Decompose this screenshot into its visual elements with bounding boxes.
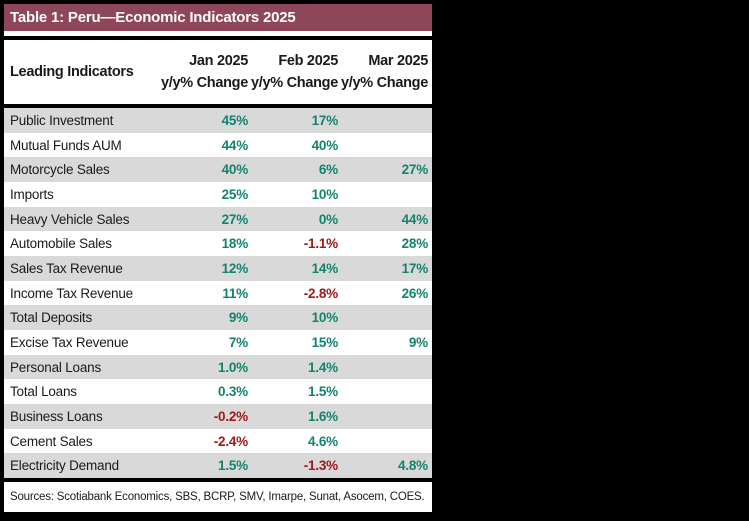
column-header-mar-2025: Mar 2025 y/y% Change (338, 50, 428, 95)
row-value-jan: 12% (221, 260, 249, 276)
column-header-leading-indicators: Leading Indicators (10, 64, 134, 80)
table-row: Excise Tax Revenue 7% 15% 9% (4, 330, 432, 355)
row-value-jan: -0.2% (213, 408, 248, 424)
table-row: Sales Tax Revenue 12% 14% 17% (4, 256, 432, 281)
table-row: Total Loans 0.3% 1.5% (4, 379, 432, 405)
sources-note: Sources: Scotiabank Economics, SBS, BCRP… (4, 482, 432, 512)
row-value-jan: 1.5% (218, 458, 248, 474)
row-value-jan: 25% (221, 186, 249, 202)
row-value-mar: 17% (401, 260, 429, 276)
row-value-feb: 1.4% (308, 359, 338, 375)
table-row: Public Investment 45% 17% (4, 108, 432, 133)
row-value-feb: -1.1% (303, 236, 338, 252)
table-row: Electricity Demand 1.5% -1.3% 4.8% (4, 453, 432, 479)
row-value-jan: 1.0% (218, 359, 248, 375)
column-header-mar-month: Mar 2025 (368, 52, 428, 69)
row-indicator-label: Personal Loans (10, 359, 102, 375)
row-value-feb: 1.6% (308, 408, 338, 424)
table-row: Motorcycle Sales 40% 6% 27% (4, 157, 432, 183)
row-value-feb: -1.3% (303, 458, 338, 474)
table-row: Personal Loans 1.0% 1.4% (4, 354, 432, 380)
row-value-feb: 10% (311, 186, 339, 202)
bottom-rule (4, 478, 432, 482)
row-value-jan: 0.3% (218, 384, 248, 400)
row-indicator-label: Total Deposits (10, 310, 92, 326)
row-indicator-label: Sales Tax Revenue (10, 260, 123, 276)
column-header-jan-units: y/y% Change (161, 75, 248, 91)
column-header-feb-units: y/y% Change (251, 75, 338, 91)
row-value-jan: 27% (221, 211, 249, 227)
row-indicator-label: Imports (10, 186, 54, 202)
row-value-feb: -2.8% (303, 285, 338, 301)
row-value-jan: -2.4% (213, 433, 248, 449)
column-header-feb-2025: Feb 2025 y/y% Change (248, 50, 338, 95)
row-value-jan: 45% (221, 112, 249, 128)
row-value-mar: 27% (401, 162, 429, 178)
row-value-feb: 17% (311, 112, 339, 128)
row-value-jan: 7% (228, 334, 248, 350)
table-title: Table 1: Peru—Economic Indicators 2025 (4, 4, 432, 31)
row-indicator-label: Excise Tax Revenue (10, 334, 129, 350)
table-row: Imports 25% 10% (4, 182, 432, 207)
table-row: Mutual Funds AUM 44% 40% (4, 132, 432, 158)
header-rule (4, 104, 432, 108)
economic-indicators-table: Table 1: Peru—Economic Indicators 2025 L… (4, 4, 432, 512)
row-value-mar: 4.8% (398, 458, 428, 474)
row-indicator-label: Automobile Sales (10, 236, 112, 252)
top-rule (4, 36, 432, 40)
row-value-feb: 0% (318, 211, 338, 227)
row-indicator-label: Motorcycle Sales (10, 162, 110, 178)
column-header-jan-month: Jan 2025 (189, 52, 248, 69)
row-value-mar: 28% (401, 236, 429, 252)
column-header-feb-month: Feb 2025 (278, 52, 338, 69)
row-value-feb: 6% (318, 162, 338, 178)
row-indicator-label: Electricity Demand (10, 458, 119, 474)
row-value-jan: 40% (221, 162, 249, 178)
row-value-mar: 9% (408, 334, 428, 350)
table-body: Public Investment 45% 17% Mutual Funds A… (4, 108, 432, 479)
row-value-feb: 40% (311, 137, 339, 153)
row-value-feb: 15% (311, 334, 339, 350)
column-header-mar-units: y/y% Change (341, 75, 428, 91)
row-value-feb: 10% (311, 310, 339, 326)
table-row: Business Loans -0.2% 1.6% (4, 404, 432, 429)
row-value-jan: 9% (228, 310, 248, 326)
row-value-jan: 44% (221, 137, 249, 153)
column-header-jan-2025: Jan 2025 y/y% Change (158, 50, 248, 95)
table-row: Cement Sales -2.4% 4.6% (4, 428, 432, 454)
row-indicator-label: Mutual Funds AUM (10, 137, 122, 153)
table-row: Income Tax Revenue 11% -2.8% 26% (4, 280, 432, 306)
row-value-feb: 4.6% (308, 433, 338, 449)
row-indicator-label: Business Loans (10, 408, 103, 424)
row-value-mar: 44% (401, 211, 429, 227)
column-header-row: Leading Indicators Jan 2025 y/y% Change … (4, 40, 432, 104)
row-indicator-label: Total Loans (10, 384, 77, 400)
row-indicator-label: Public Investment (10, 112, 114, 128)
table-row: Heavy Vehicle Sales 27% 0% 44% (4, 206, 432, 232)
row-value-jan: 18% (221, 236, 249, 252)
table-row: Automobile Sales 18% -1.1% 28% (4, 231, 432, 257)
title-divider-gap (4, 31, 432, 36)
row-indicator-label: Heavy Vehicle Sales (10, 211, 130, 227)
row-value-feb: 14% (311, 260, 339, 276)
table-row: Total Deposits 9% 10% (4, 305, 432, 331)
row-value-mar: 26% (401, 285, 429, 301)
row-value-feb: 1.5% (308, 384, 338, 400)
row-value-jan: 11% (222, 285, 248, 301)
row-indicator-label: Income Tax Revenue (10, 285, 133, 301)
row-indicator-label: Cement Sales (10, 433, 93, 449)
